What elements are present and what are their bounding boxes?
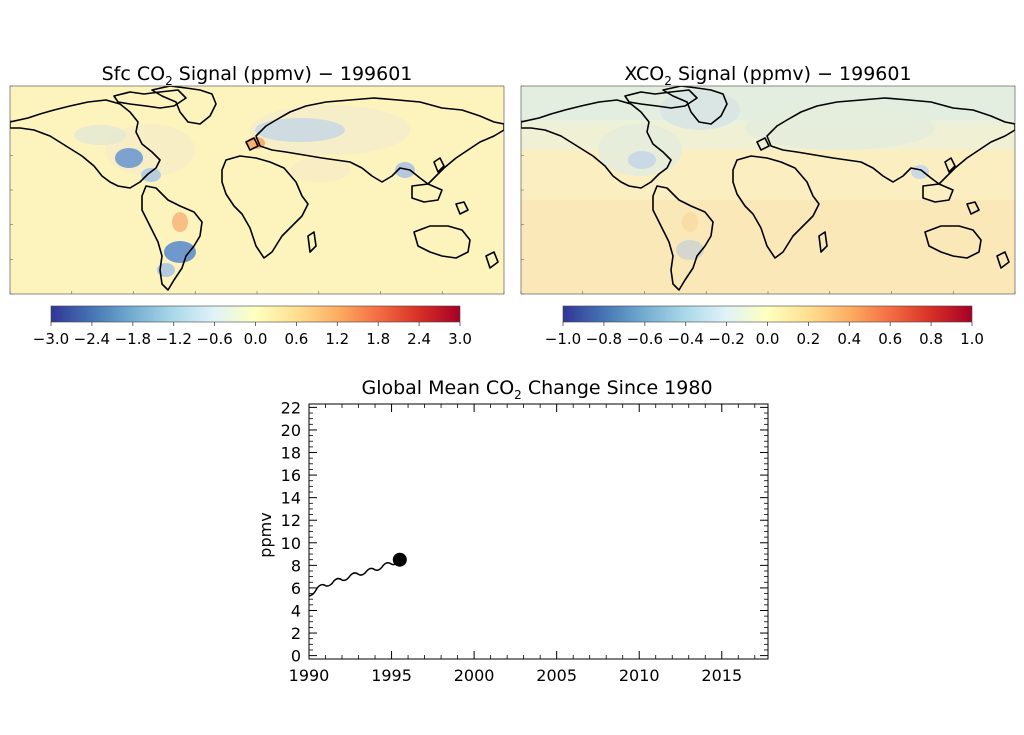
colorbar-right-ticks: −1.0 −0.8 −0.6−0.4 −0.2 0.0 0.2 0.4 0.6 0.8 1.0 bbox=[545, 322, 984, 348]
colorbar-right bbox=[563, 306, 972, 322]
colorbar-tick-label: 0.6 bbox=[878, 330, 902, 348]
colorbar-tick-label: −1.8 bbox=[115, 330, 151, 348]
map-right-heatmap bbox=[521, 86, 1015, 294]
x-tick-label: 1995 bbox=[371, 666, 412, 685]
colorbar-tick-label: −1.0 bbox=[545, 330, 581, 348]
x-tick-label: 1990 bbox=[289, 666, 330, 685]
colorbar-tick-label: 2.4 bbox=[407, 330, 431, 348]
x-tick-label: 2005 bbox=[536, 666, 577, 685]
x-tick-label: 2015 bbox=[701, 666, 742, 685]
colorbar-tick-label: 0.2 bbox=[796, 330, 820, 348]
y-tick-label: 20 bbox=[281, 421, 301, 440]
colorbar-tick-label: 1.0 bbox=[960, 330, 984, 348]
colorbar-tick-label: 0.6 bbox=[284, 330, 308, 348]
panel-left-title: Sfc CO2 Signal (ppmv) − 199601 bbox=[102, 63, 413, 88]
colorbar-left-ticks: −3.0 −2.4 −1.8−1.2 −0.6 0.0 0.6 1.2 1.8 2.4 3.0 bbox=[33, 322, 472, 348]
panel-right-title: XCO2 Signal (ppmv) − 199601 bbox=[624, 63, 911, 88]
colorbar-tick-label: −3.0 bbox=[33, 330, 69, 348]
y-tick-label: 14 bbox=[281, 489, 301, 508]
colorbar-tick-label: −0.6 bbox=[627, 330, 663, 348]
series-line bbox=[309, 560, 400, 596]
series bbox=[309, 553, 407, 596]
colorbar-tick-label: −1.2 bbox=[155, 330, 191, 348]
x-tick-label: 2010 bbox=[619, 666, 660, 685]
y-tick-label: 8 bbox=[291, 556, 301, 575]
y-tick-label: 16 bbox=[281, 466, 301, 485]
colorbar-tick-label: −0.6 bbox=[196, 330, 232, 348]
colorbar-left bbox=[51, 306, 460, 322]
colorbar-tick-label: 0.0 bbox=[756, 330, 780, 348]
colorbar-tick-label: −2.4 bbox=[74, 330, 110, 348]
y-tick-label: 22 bbox=[281, 398, 301, 417]
colorbar-tick-label: 0.4 bbox=[837, 330, 861, 348]
colorbar-tick-label: −0.4 bbox=[667, 330, 703, 348]
colorbar-tick-label: 1.8 bbox=[366, 330, 390, 348]
current-value-marker bbox=[393, 553, 407, 567]
colorbar-tick-label: 0.0 bbox=[244, 330, 268, 348]
y-axis-label: ppmv bbox=[256, 512, 275, 557]
panel-right: XCO2 Signal (ppmv) − 199601 −1.0 −0.8 −0.6… bbox=[521, 63, 1015, 348]
panel-left: Sfc CO2 Signal (ppmv) − 199601 −3.0−2.4−… bbox=[10, 63, 504, 348]
y-tick-label: 2 bbox=[291, 624, 301, 643]
colorbar-tick-label: −0.2 bbox=[708, 330, 744, 348]
line-chart-title: Global Mean CO2 Change Since 1980 bbox=[361, 377, 712, 402]
map-left-heatmap bbox=[10, 86, 504, 294]
plot-area-frame bbox=[309, 404, 768, 659]
y-tick-label: 0 bbox=[291, 647, 301, 666]
x-tick-label: 2000 bbox=[454, 666, 495, 685]
y-tick-label: 6 bbox=[291, 579, 301, 598]
axes: 0 2 4 6 8 10 12 14 16 18 20 22 1990 1995 2000 2005 2010 2… bbox=[281, 398, 768, 685]
y-tick-label: 10 bbox=[281, 534, 301, 553]
y-tick-label: 18 bbox=[281, 444, 301, 463]
colorbar-tick-label: 3.0 bbox=[448, 330, 472, 348]
colorbar-tick-label: 1.2 bbox=[325, 330, 349, 348]
colorbar-tick-label: 0.8 bbox=[919, 330, 943, 348]
y-tick-label: 4 bbox=[291, 601, 301, 620]
line-chart: Global Mean CO2 Change Since 1980 ppmv 0… bbox=[256, 377, 768, 685]
colorbar-tick-label: −0.8 bbox=[586, 330, 622, 348]
y-tick-label: 12 bbox=[281, 511, 301, 530]
